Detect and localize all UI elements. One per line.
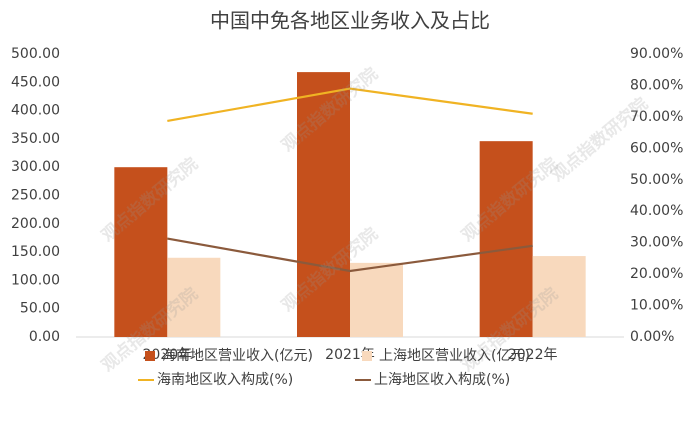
y2-tick-label: 50.00%	[630, 172, 683, 188]
y2-tick-label: 40.00%	[630, 203, 683, 219]
y-tick-label: 450.00	[11, 74, 60, 90]
legend-swatch	[362, 351, 372, 361]
line-series	[167, 237, 533, 273]
y-tick-label: 100.00	[11, 272, 60, 288]
legend-label: 海南地区营业收入(亿元)	[162, 348, 313, 364]
bar	[114, 167, 168, 337]
chart-title: 中国中免各地区业务收入及占比	[210, 9, 490, 33]
y-tick-label: 300.00	[11, 159, 60, 175]
bar	[350, 262, 403, 337]
y2-tick-label: 30.00%	[630, 235, 683, 251]
y-tick-label: 500.00	[11, 46, 60, 62]
x-tick-label: 2022年	[508, 347, 558, 363]
y2-tick-label: 80.00%	[630, 77, 683, 93]
y2-tick-label: 70.00%	[630, 109, 683, 125]
bar	[167, 257, 221, 337]
y2-tick-label: 0.00%	[630, 329, 674, 345]
line-series	[167, 87, 533, 123]
legend-label: 上海地区收入构成(%)	[374, 372, 510, 388]
y-tick-label: 400.00	[11, 103, 60, 119]
bar	[479, 141, 533, 337]
y-tick-label: 150.00	[11, 244, 60, 260]
y-tick-label: 250.00	[11, 188, 60, 204]
legend-label: 上海地区营业收入(亿元)	[379, 348, 530, 364]
y-tick-label: 0.00	[29, 329, 60, 345]
y-tick-label: 200.00	[11, 216, 60, 232]
y-tick-label: 50.00	[20, 301, 60, 317]
legend-swatch	[145, 351, 155, 361]
y2-tick-label: 20.00%	[630, 266, 683, 282]
y2-tick-label: 10.00%	[630, 298, 683, 314]
bar	[297, 72, 350, 337]
y2-tick-label: 60.00%	[630, 140, 683, 156]
legend-label: 海南地区收入构成(%)	[157, 372, 293, 388]
y2-tick-label: 90.00%	[630, 46, 683, 62]
y-tick-label: 350.00	[11, 131, 60, 147]
bar	[532, 256, 586, 337]
